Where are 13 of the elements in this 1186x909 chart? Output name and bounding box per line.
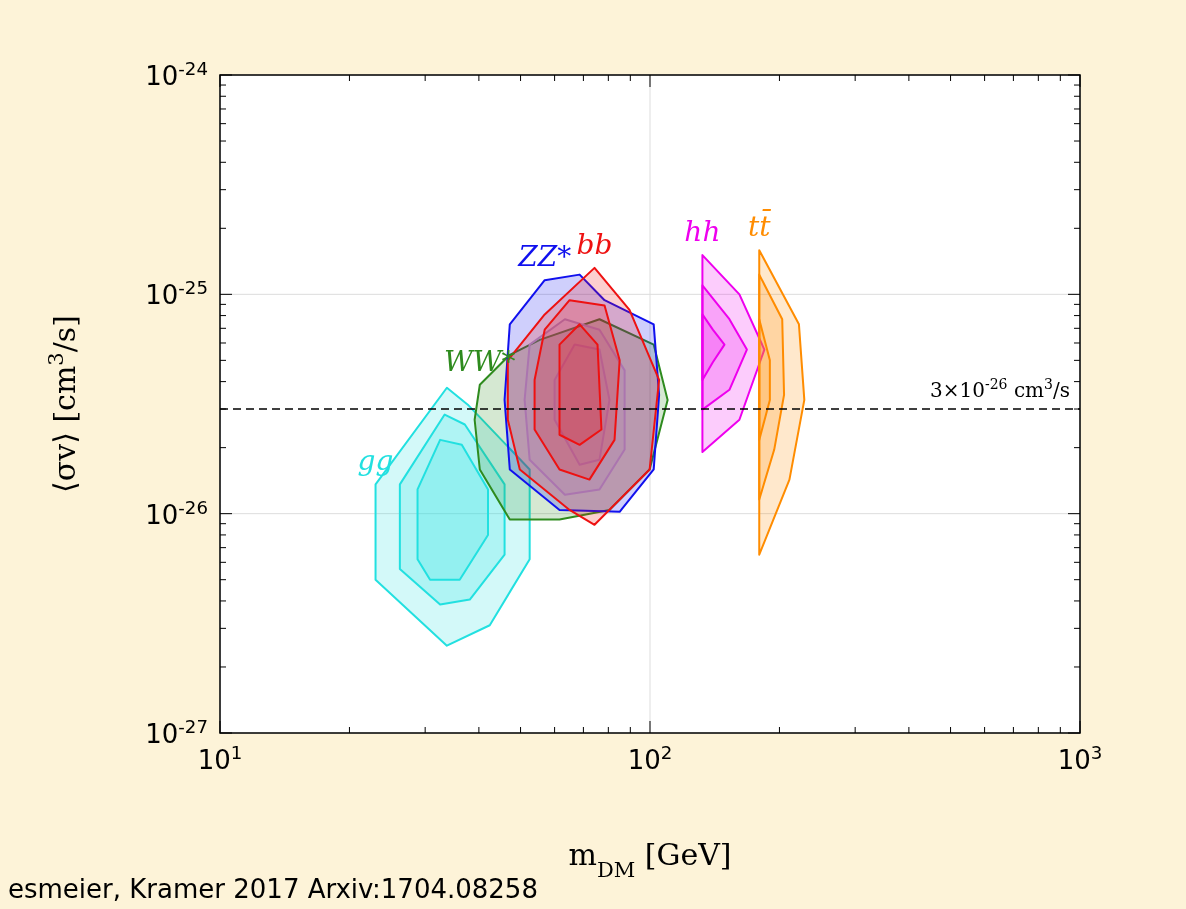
series-label: bb: [576, 227, 613, 261]
y-tick-label: 10$^{-26}$: [145, 496, 208, 530]
series-label: gg: [357, 444, 394, 478]
text: esmeier, Kramer 2017 Arxiv:1704.08258: [8, 874, 538, 904]
series-label: ZZ*: [517, 240, 572, 274]
legend-label: 3×10$^{-26}$ cm$^{3}$/s: [930, 376, 1070, 403]
series-label: hh: [684, 215, 721, 249]
x-axis-title: m$_{DM}$ [GeV]: [568, 837, 732, 882]
x-tick-label: 10$^{3}$: [1057, 741, 1103, 775]
y-tick-label: 10$^{-24}$: [145, 57, 208, 91]
x-tick-label: 10$^{2}$: [627, 741, 673, 775]
series-label: tt̄: [747, 208, 772, 244]
y-tick-label: 10$^{-25}$: [145, 276, 208, 311]
